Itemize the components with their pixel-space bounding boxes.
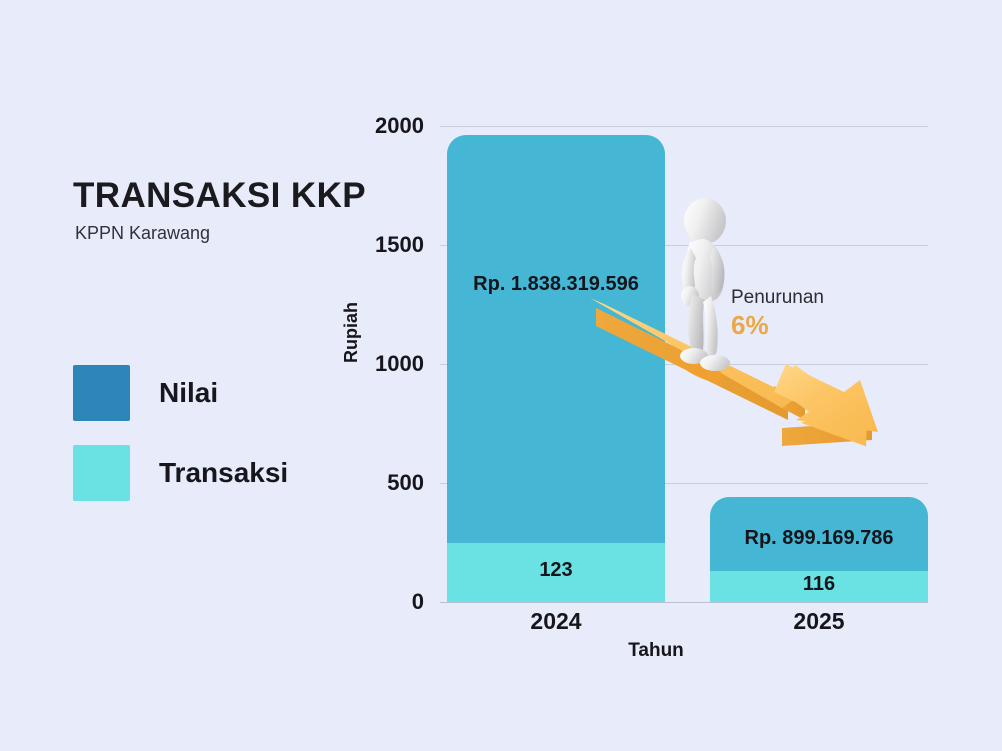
bar-transaksi-2025[interactable] bbox=[710, 571, 928, 602]
annotation-label: Penurunan bbox=[731, 287, 824, 308]
legend-item-nilai[interactable]: Nilai bbox=[73, 365, 288, 421]
gridline-1500 bbox=[440, 245, 928, 246]
y-tick-1500: 1500 bbox=[375, 232, 424, 257]
gridline-2000 bbox=[440, 126, 928, 127]
page-subtitle: KPPN Karawang bbox=[75, 222, 211, 243]
x-tick-2024: 2024 bbox=[530, 608, 582, 634]
x-axis-label: Tahun bbox=[0, 640, 1002, 662]
annotation-percent: 6% bbox=[731, 309, 769, 340]
legend-swatch-transaksi bbox=[73, 445, 130, 501]
gridline-500 bbox=[440, 483, 928, 484]
plot-area: Rp. 1.838.319.596 123 Rp. 899.169.786 11… bbox=[440, 126, 928, 603]
annotation-block: Penurunan 6% bbox=[731, 287, 824, 340]
bar-count-label-2024: 123 bbox=[539, 559, 573, 581]
bar-group-2025[interactable]: Rp. 899.169.786 116 bbox=[710, 497, 928, 602]
bar-count-label-2025: 116 bbox=[802, 573, 836, 595]
y-axis-label: Rupiah bbox=[341, 302, 361, 363]
y-tick-500: 500 bbox=[387, 470, 424, 495]
page-title: TRANSAKSI KKP bbox=[73, 176, 366, 215]
x-axis-label-text: Tahun bbox=[628, 640, 684, 661]
bar-value-label-2025: Rp. 899.169.786 bbox=[744, 527, 894, 549]
legend-item-transaksi[interactable]: Transaksi bbox=[73, 445, 288, 501]
legend-label-nilai: Nilai bbox=[159, 377, 219, 408]
y-tick-2000: 2000 bbox=[375, 113, 424, 138]
axis-baseline bbox=[440, 602, 928, 603]
bar-value-label-2024: Rp. 1.838.319.596 bbox=[473, 273, 639, 295]
bar-group-2024[interactable]: Rp. 1.838.319.596 123 bbox=[447, 135, 665, 602]
x-tick-2025: 2025 bbox=[793, 608, 845, 634]
y-tick-0: 0 bbox=[411, 589, 424, 614]
bar-transaksi-2024[interactable] bbox=[447, 543, 665, 602]
y-tick-1000: 1000 bbox=[375, 351, 424, 376]
legend-label-transaksi: Transaksi bbox=[159, 457, 289, 488]
chart-legend: Nilai Transaksi bbox=[73, 365, 288, 525]
title-block: TRANSAKSI KKP KPPN Karawang bbox=[73, 176, 366, 244]
legend-swatch-nilai bbox=[73, 365, 130, 421]
bar-nilai-2024[interactable] bbox=[447, 135, 665, 602]
